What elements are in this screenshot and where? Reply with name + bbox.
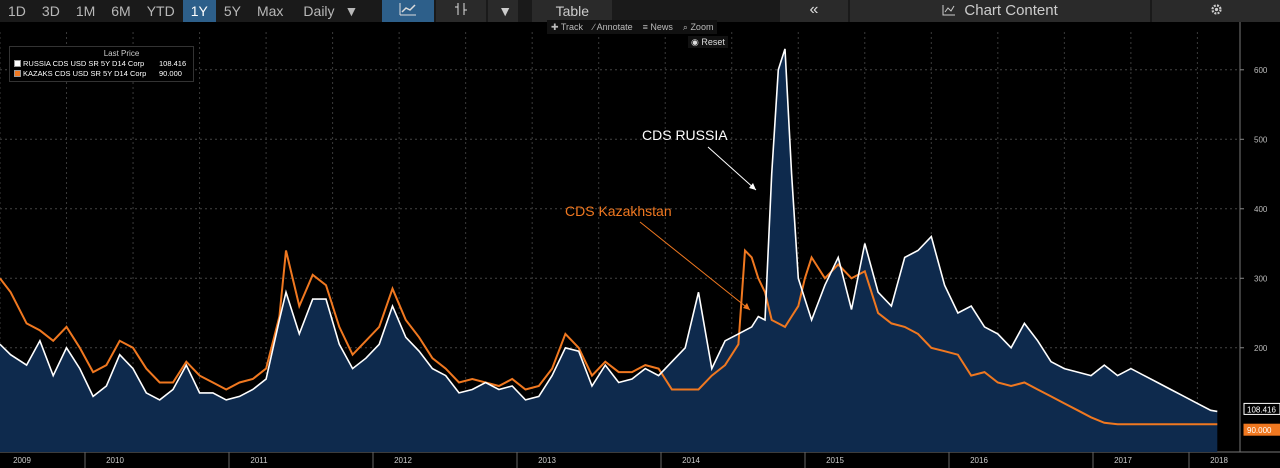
- zoom-label: Zoom: [690, 22, 714, 32]
- x-tick-label: 2013: [538, 456, 556, 465]
- y-tick-label: 500: [1254, 135, 1268, 144]
- x-tick-label: 2014: [682, 456, 700, 465]
- x-tick-label: 2015: [826, 456, 844, 465]
- last-value-badge: [1243, 402, 1280, 415]
- range-button-1d[interactable]: 1D: [8, 3, 26, 19]
- x-tick-label: 2016: [970, 456, 988, 465]
- x-tick-label: 2011: [250, 456, 268, 465]
- last-value-text: 108.416: [1247, 405, 1276, 414]
- table-label: Table: [555, 3, 590, 19]
- chart-annotations: CDS RUSSIA CDS Kazakhstan: [565, 127, 757, 311]
- news-label: News: [650, 22, 673, 32]
- reset-label: Reset: [701, 37, 725, 47]
- russia-area-fill: [0, 48, 1218, 453]
- annotation-arrowhead: [743, 303, 750, 310]
- legend-swatch: [14, 69, 21, 77]
- y-tick-label: 300: [1254, 274, 1268, 283]
- legend-series-value: 108.416: [159, 58, 187, 68]
- legend-item[interactable]: RUSSIA CDS USD SR 5Y D14 Corp 108.416: [14, 58, 193, 68]
- bars-icon: [455, 3, 468, 15]
- annotation-arrow: [639, 221, 751, 311]
- x-tick-label: 2010: [106, 456, 124, 465]
- annotation-arrow: [707, 146, 757, 191]
- legend-box: Last Price RUSSIA CDS USD SR 5Y D14 Corp…: [9, 46, 194, 82]
- legend-series-name: KAZAKS CDS USD SR 5Y D14 Corp: [23, 68, 147, 78]
- table-button[interactable]: Table: [532, 0, 613, 22]
- track-tool[interactable]: ✚ Track: [551, 22, 584, 32]
- annotate-tool[interactable]: ∕ Annotate: [593, 22, 633, 32]
- range-button-1m[interactable]: 1M: [75, 3, 96, 19]
- double-chevron-left-icon: «: [809, 1, 819, 18]
- range-button-3d[interactable]: 3D: [41, 3, 60, 19]
- annotate-label: Annotate: [596, 22, 633, 32]
- x-tick-label: 2018: [1210, 456, 1228, 465]
- legend-swatch: [14, 59, 21, 67]
- last-value-labels: 108.416 90.000: [1243, 402, 1280, 436]
- line-chart-icon: [399, 3, 417, 16]
- x-tick-label: 2012: [394, 456, 412, 465]
- last-value-badge: [1243, 423, 1280, 436]
- range-button-ytd[interactable]: YTD: [146, 3, 175, 19]
- series-line-russia: [0, 48, 1218, 413]
- range-buttons: 1D 3D 1M 6M YTD 1Y 5Y Max: [0, 0, 291, 22]
- annotation-label: CDS Kazakhstan: [565, 203, 672, 219]
- chart-tools-bar: ✚ Track ∕ Annotate ≡ News ⌕ Zoom: [547, 20, 718, 34]
- gear-icon: [1210, 4, 1222, 15]
- y-tick-label: 200: [1254, 344, 1268, 353]
- track-label: Track: [560, 22, 584, 32]
- bars-button[interactable]: [436, 0, 487, 22]
- legend-title: Last Price: [103, 49, 140, 58]
- bars-dropdown-button[interactable]: ▼: [488, 0, 519, 22]
- chart-content-button[interactable]: Chart Content: [850, 0, 1150, 22]
- x-axis-ticks: 2009 2010 2011 2012 2013 2014 2015 2016 2017 2018: [13, 452, 1228, 468]
- y-axis-ticks: 200 300 400 500 600: [1240, 66, 1268, 353]
- line-chart-button[interactable]: [382, 0, 435, 22]
- reset-button[interactable]: ◉ Reset: [688, 36, 728, 48]
- reset-icon: ◉: [691, 37, 699, 47]
- annotation-label: CDS RUSSIA: [642, 127, 728, 143]
- range-button-5y[interactable]: 5Y: [223, 3, 241, 19]
- periodicity-select[interactable]: Daily ▼: [295, 0, 366, 22]
- chart-content-icon: [942, 5, 956, 16]
- news-tool[interactable]: ≡ News: [642, 22, 673, 32]
- x-tick-label: 2017: [1114, 456, 1132, 465]
- x-tick-label: 2009: [13, 456, 31, 465]
- chevron-down-icon: ▼: [498, 3, 513, 19]
- collapse-button[interactable]: «: [780, 0, 848, 22]
- legend-series-name: RUSSIA CDS USD SR 5Y D14 Corp: [23, 58, 145, 68]
- chart-content-label: Chart Content: [964, 2, 1058, 19]
- annotation-arrowhead: [749, 183, 756, 190]
- range-button-6m[interactable]: 6M: [111, 3, 131, 19]
- series-line-kazakhstan: [0, 248, 1218, 426]
- legend-series-value: 90.000: [159, 68, 182, 78]
- zoom-tool[interactable]: ⌕ Zoom: [682, 22, 714, 32]
- legend-rows: RUSSIA CDS USD SR 5Y D14 Corp 108.416 KAZA…: [10, 58, 193, 78]
- range-button-1y[interactable]: 1Y: [182, 0, 216, 22]
- settings-button[interactable]: [1152, 0, 1280, 22]
- chevron-down-icon: ▼: [344, 3, 359, 19]
- legend-item[interactable]: KAZAKS CDS USD SR 5Y D14 Corp 90.000: [14, 68, 193, 78]
- last-value-text: 90.000: [1247, 426, 1272, 435]
- y-tick-label: 400: [1254, 205, 1268, 214]
- range-button-max[interactable]: Max: [256, 3, 284, 19]
- periodicity-label: Daily: [303, 3, 335, 19]
- y-tick-label: 600: [1254, 66, 1268, 75]
